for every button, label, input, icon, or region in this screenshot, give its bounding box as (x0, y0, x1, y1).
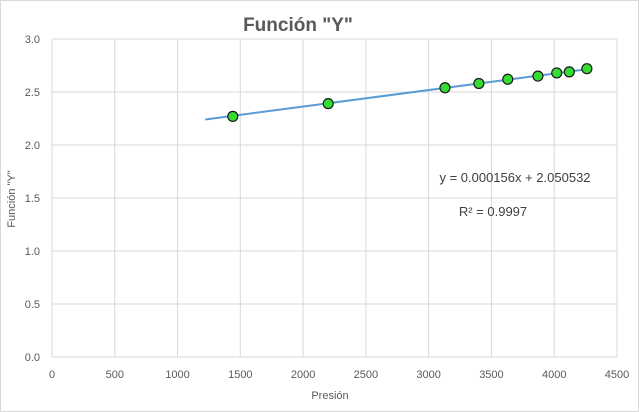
data-point (532, 70, 544, 82)
y-axis-title: Función "Y" (6, 170, 18, 227)
data-point (439, 82, 451, 94)
data-points (227, 63, 593, 122)
y-tick-label: 2.5 (25, 87, 40, 99)
x-tick-label: 500 (106, 369, 124, 381)
y-tick-label: 3.0 (25, 34, 40, 46)
data-point (502, 73, 514, 85)
y-tick-label: 1.0 (25, 246, 40, 258)
gridlines (51, 38, 618, 358)
data-point (581, 63, 593, 75)
data-point (563, 66, 575, 78)
trendline-equation: y = 0.000156x + 2.050532 (439, 170, 590, 185)
y-tick-label: 0.0 (25, 352, 40, 364)
y-tick-label: 0.5 (25, 299, 40, 311)
chart-title: Función "Y" (243, 15, 353, 36)
x-axis-title: Presión (311, 390, 348, 402)
trendline (205, 68, 587, 121)
trendline-group (205, 68, 587, 121)
x-tick-label: 2500 (354, 369, 378, 381)
x-tick-label: 2000 (291, 369, 315, 381)
tick-labels: 0 500 1000 1500 2000 2500 3000 3500 4000 4500 0.0 0… (25, 34, 630, 381)
data-point (551, 67, 563, 79)
r-squared-label: R² = 0.9997 (459, 204, 527, 219)
data-point (227, 110, 239, 122)
x-tick-label: 3000 (416, 369, 440, 381)
x-tick-label: 1500 (228, 369, 252, 381)
y-tick-label: 2.0 (25, 140, 40, 152)
x-tick-label: 0 (49, 369, 55, 381)
data-point (473, 77, 485, 90)
x-tick-label: 4000 (542, 369, 566, 381)
x-tick-label: 3500 (479, 369, 503, 381)
x-tick-label: 4500 (605, 369, 629, 381)
data-point (322, 98, 334, 110)
y-tick-label: 1.5 (25, 193, 40, 205)
x-tick-label: 1000 (165, 369, 189, 381)
